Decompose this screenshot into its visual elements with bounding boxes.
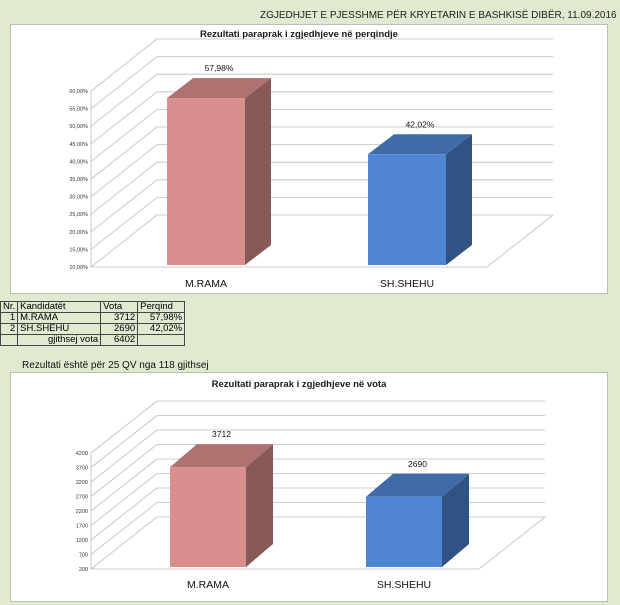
y-tick-label: 2200 <box>76 509 88 515</box>
gridline-side <box>90 56 158 109</box>
y-tick-label: 4200 <box>76 451 88 457</box>
gridline-side <box>90 400 158 454</box>
table-header-cell: Vota <box>100 301 139 313</box>
y-tick-label: 20,00% <box>69 230 88 236</box>
category-label: M.RAMA <box>187 579 229 591</box>
chart-title: Rezultati paraprak i zgjedhjeve në vota <box>212 379 387 390</box>
table-cell: SH.SHEHU <box>17 323 102 335</box>
gridline-side <box>90 415 158 468</box>
gridline-side <box>90 502 158 555</box>
table-row: 2 SH.SHEHU 2690 42,02% <box>0 323 186 335</box>
y-tick-label: 15,00% <box>69 247 88 253</box>
table-header-row: Nr. Kandidatët Vota Perqind <box>0 301 186 313</box>
results-table: Nr. Kandidatët Vota Perqind 1 M.RAMA 371… <box>0 301 186 346</box>
table-cell: 3712 <box>100 312 139 324</box>
gridline-side <box>90 444 158 497</box>
bar-side <box>245 78 271 265</box>
y-tick-label: 3200 <box>76 480 88 486</box>
total-value: 6402 <box>100 334 139 346</box>
table-row: 1 M.RAMA 3712 57,98% <box>0 312 186 324</box>
table-cell: 2690 <box>100 323 139 335</box>
table-cell: 42,02% <box>137 323 186 335</box>
gridline-side <box>90 458 158 512</box>
y-tick-label: 40,00% <box>69 159 88 165</box>
votes-chart: Rezultati paraprak i zgjedhjeve në vota 2… <box>10 372 608 602</box>
table-cell: 1 <box>0 312 19 324</box>
bar <box>366 496 442 567</box>
floor-line <box>478 516 546 570</box>
y-tick-label: 2700 <box>76 495 88 501</box>
percent-chart-svg: Rezultati paraprak i zgjedhjeve në perqi… <box>69 29 554 290</box>
data-label: 3712 <box>212 429 231 439</box>
gridline-side <box>90 109 158 162</box>
bar-top <box>167 78 271 99</box>
gridline-side <box>90 144 158 197</box>
y-tick-label: 10,00% <box>69 265 88 271</box>
data-label: 57,98% <box>205 63 234 73</box>
y-tick-label: 55,00% <box>69 107 88 113</box>
table-header-cell: Nr. <box>0 301 19 313</box>
total-label: gjithsej vota <box>17 334 102 346</box>
data-label: 2690 <box>408 459 427 469</box>
y-tick-label: 25,00% <box>69 212 88 218</box>
y-tick-label: 3700 <box>76 466 88 472</box>
bar <box>368 154 446 265</box>
y-tick-label: 30,00% <box>69 195 88 201</box>
y-tick-label: 1200 <box>76 538 88 544</box>
results-note: Rezultati është për 25 QV nga 118 gjiths… <box>22 360 209 371</box>
y-tick-label: 60,00% <box>69 89 88 95</box>
y-tick-label: 1700 <box>76 524 88 530</box>
bar-side <box>246 444 273 567</box>
gridline-side <box>90 38 158 92</box>
gridline-side <box>90 161 158 215</box>
bar-side <box>442 473 469 567</box>
page-header: ZGJEDHJET E PJESSHME PËR KRYETARIN E BAS… <box>260 10 617 21</box>
y-tick-label: 35,00% <box>69 177 88 183</box>
y-tick-label: 45,00% <box>69 142 88 148</box>
table-total-row: gjithsej vota 6402 <box>0 334 186 346</box>
bar <box>167 98 245 265</box>
bar-side <box>446 134 472 265</box>
y-tick-label: 50,00% <box>69 124 88 130</box>
floor-line <box>486 214 554 268</box>
gridline-side <box>90 179 158 233</box>
table-cell <box>137 334 186 346</box>
gridline-side <box>90 487 158 541</box>
category-label: M.RAMA <box>185 278 227 290</box>
bar <box>170 467 246 567</box>
gridline-side <box>90 214 158 268</box>
y-tick-label: 200 <box>79 567 88 573</box>
gridline-side <box>90 73 158 127</box>
table-cell: 2 <box>0 323 19 335</box>
bar-top <box>368 134 472 155</box>
percent-chart: Rezultati paraprak i zgjedhjeve në perqi… <box>10 24 608 294</box>
table-header-cell: Perqind <box>137 301 186 313</box>
y-tick-label: 700 <box>79 553 88 559</box>
votes-chart-svg: Rezultati paraprak i zgjedhjeve në vota 2… <box>76 379 546 591</box>
table-cell: 57,98% <box>137 312 186 324</box>
gridline-side <box>90 126 158 180</box>
category-label: SH.SHEHU <box>380 278 434 290</box>
gridline-side <box>90 197 158 250</box>
data-label: 42,02% <box>406 119 435 129</box>
gridline-side <box>90 516 158 570</box>
category-label: SH.SHEHU <box>377 579 431 591</box>
chart-title: Rezultati paraprak i zgjedhjeve në perqi… <box>200 29 398 40</box>
gridline-side <box>90 429 158 483</box>
table-cell: M.RAMA <box>17 312 102 324</box>
table-cell <box>0 334 19 346</box>
gridline-side <box>90 91 158 145</box>
gridline-side <box>90 473 158 526</box>
bar-top <box>170 444 273 468</box>
bar-top <box>366 473 469 497</box>
table-header-cell: Kandidatët <box>17 301 102 313</box>
